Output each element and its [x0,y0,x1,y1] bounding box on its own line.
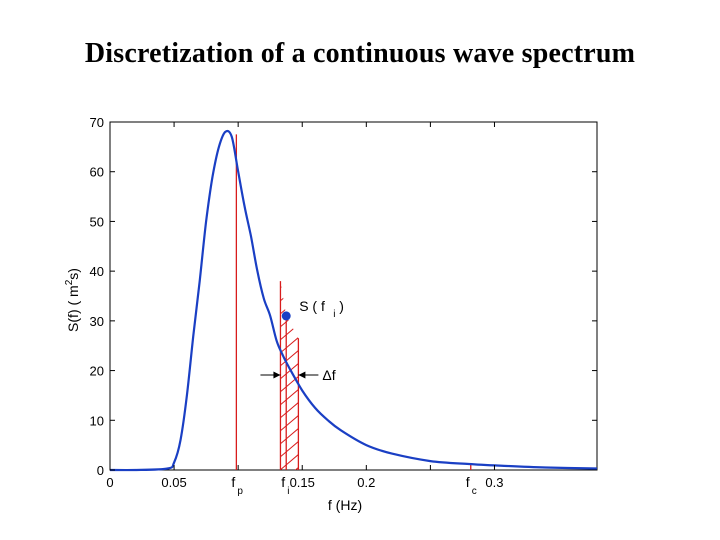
x-axis-label: f (Hz) [328,497,362,513]
delta-f-label: Δf [322,367,335,383]
point-label-sub: i [333,309,335,320]
hatch-stroke [280,384,299,410]
freq-label-i: f [281,474,285,490]
x-tick-label: 0.15 [290,475,315,490]
y-tick-label: 20 [90,364,104,379]
axis-ticks [109,121,597,471]
hatch-stroke [280,423,299,449]
tick-labels: 0 0.05 0.15 0.2 0.3 0 10 20 30 40 50 60 70 [90,115,504,490]
y-axis-label-sup: 2 [64,279,75,285]
y-axis-label: S(f) ( m2s) [64,268,81,332]
x-tick-label: 0 [106,475,113,490]
hatch-stroke [280,397,299,423]
y-axis-label-main: S(f) ( m [65,285,81,332]
delta-arrow-right-head [298,371,306,379]
freq-label-sub-i: i [287,486,289,497]
y-tick-label: 60 [90,165,104,180]
plot-area [109,121,598,471]
x-tick-label: 0.2 [357,475,375,490]
y-tick-label: 70 [90,115,104,130]
hatch-stroke [280,436,299,462]
y-tick-label: 10 [90,413,104,428]
hatch-stroke [280,410,299,436]
spectrum-point-marker [281,311,291,321]
y-axis-label-end: s) [65,268,81,280]
freq-label-sub-c: c [472,486,477,497]
hatch-stroke [280,358,299,384]
hatch-stroke [280,319,299,345]
freq-label-c: f [466,474,470,490]
y-tick-label: 40 [90,264,104,279]
hatch-stroke [280,332,299,358]
hatch-stroke [280,449,299,470]
y-tick-label: 0 [97,463,104,478]
freq-label-p: f [231,474,235,490]
y-tick-label: 50 [90,214,104,229]
slide-title: Discretization of a continuous wave spec… [84,38,636,69]
spectrum-curve [109,129,598,472]
point-label: S ( f [299,298,325,314]
delta-arrow-left-head [273,371,281,379]
hatch-stroke [280,345,299,371]
x-tick-label: 0.3 [485,475,503,490]
hatch-stroke [280,371,299,397]
x-tick-label: 0.05 [161,475,186,490]
point-label-close: ) [339,298,344,314]
freq-label-sub-p: p [237,486,243,497]
y-tick-label: 30 [90,314,104,329]
